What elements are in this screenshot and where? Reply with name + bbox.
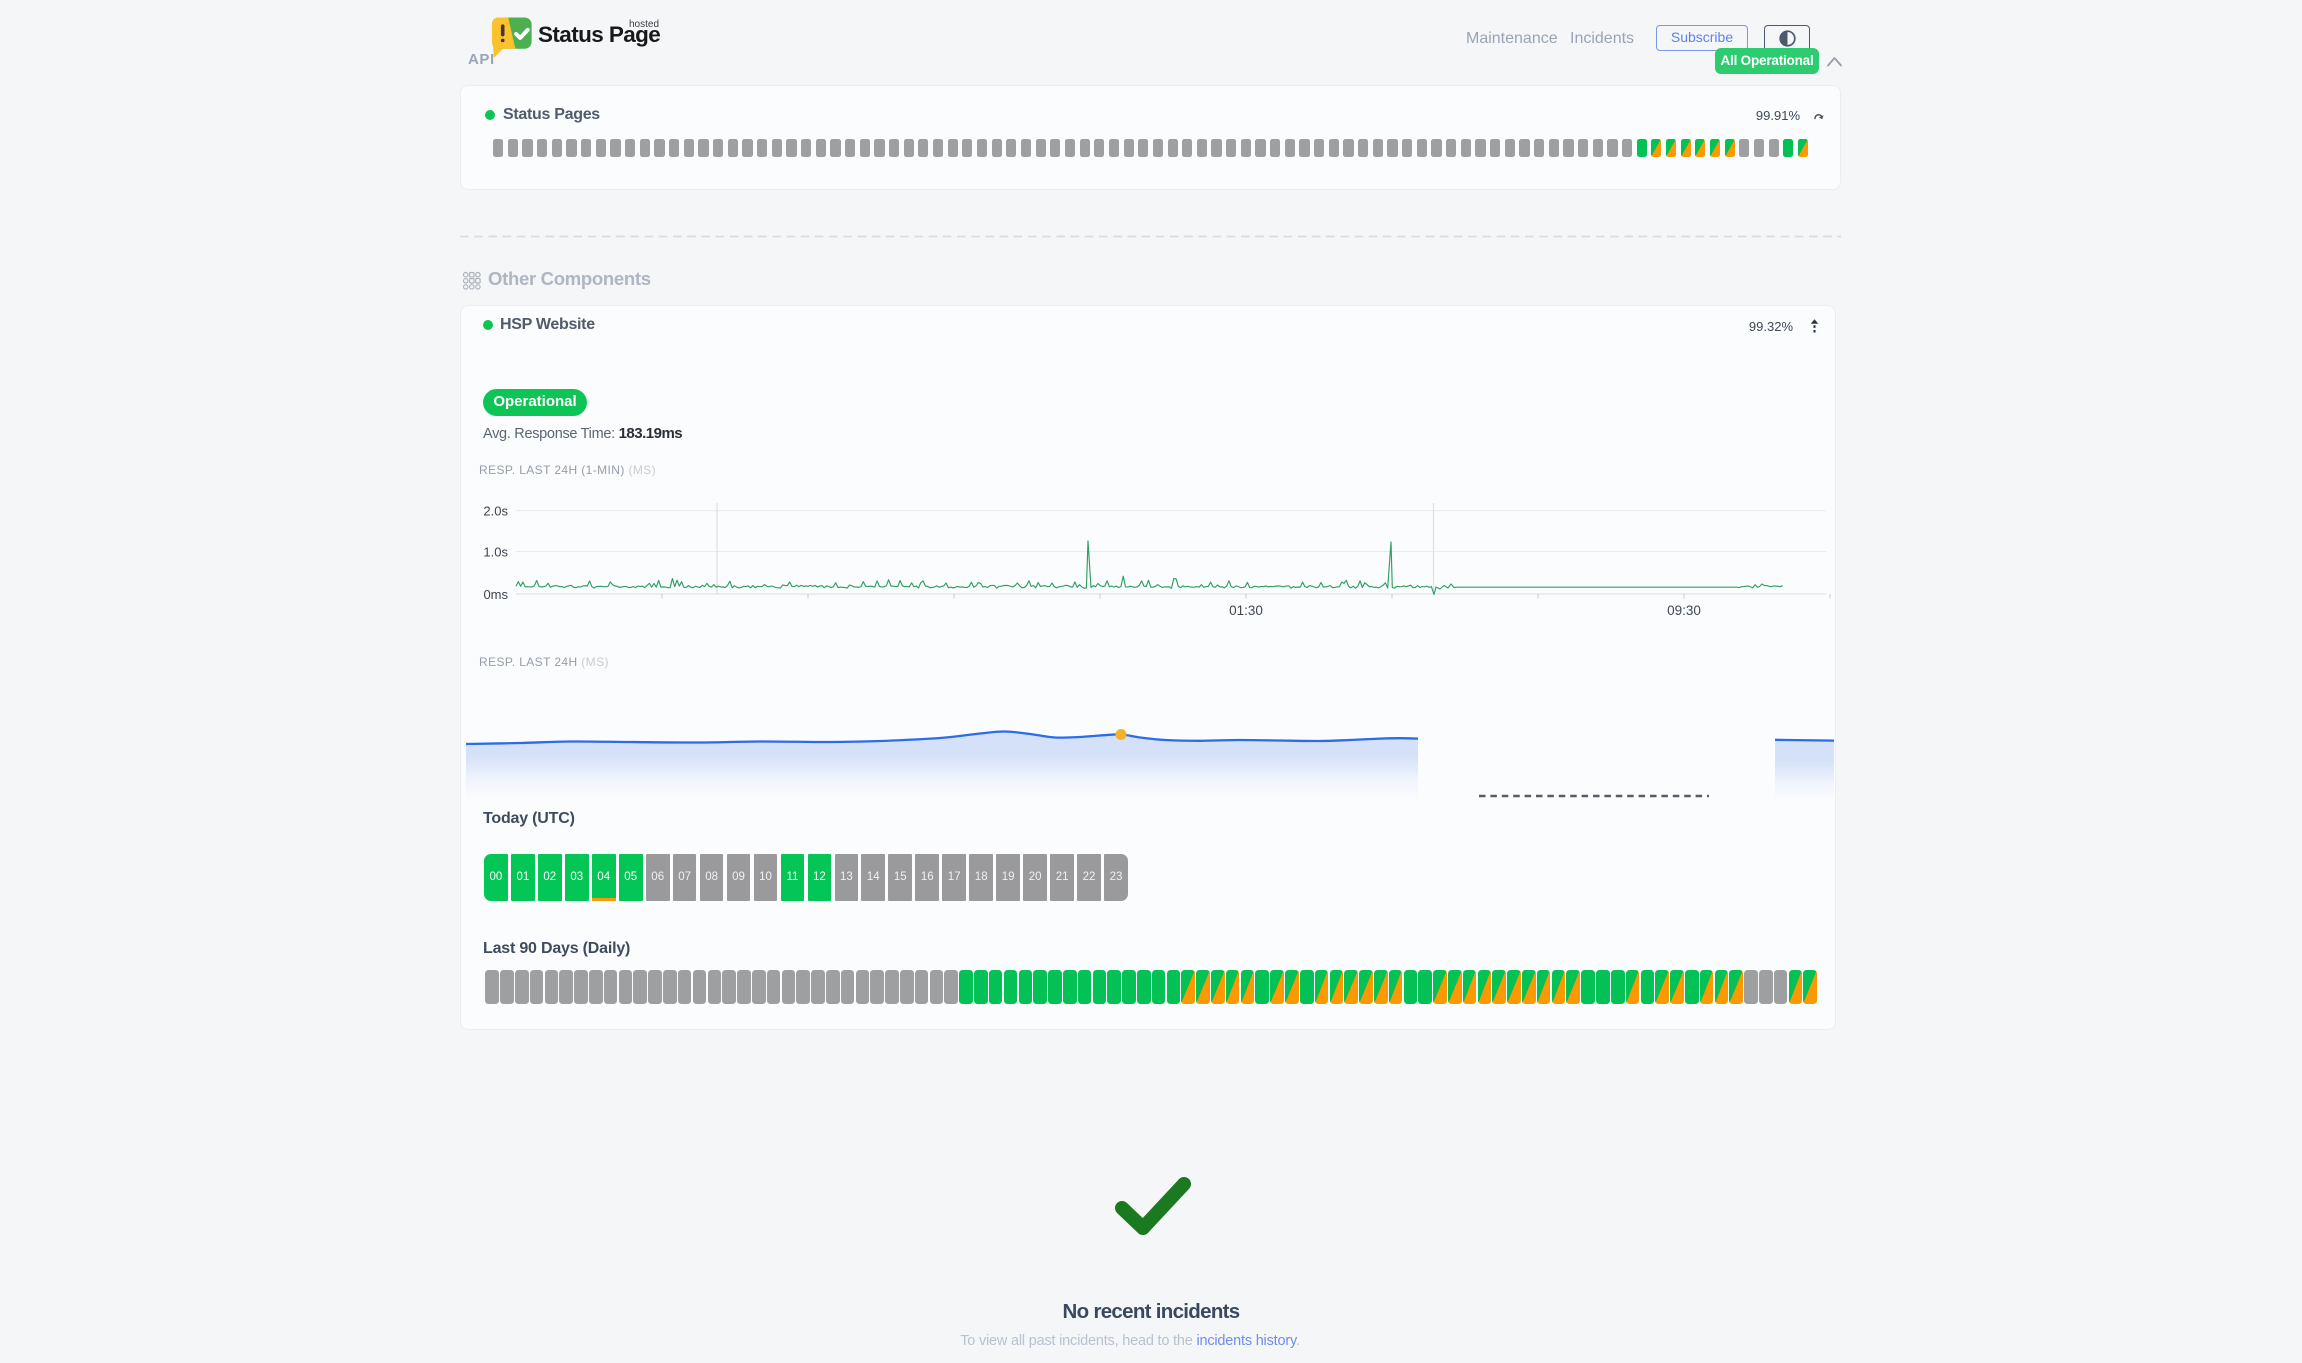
svg-text:0ms: 0ms <box>483 587 508 602</box>
svg-text:1.0s: 1.0s <box>483 545 508 560</box>
svg-text:09:30: 09:30 <box>1667 603 1701 618</box>
svg-text:2.0s: 2.0s <box>483 504 508 519</box>
svg-text:01:30: 01:30 <box>1229 603 1263 618</box>
